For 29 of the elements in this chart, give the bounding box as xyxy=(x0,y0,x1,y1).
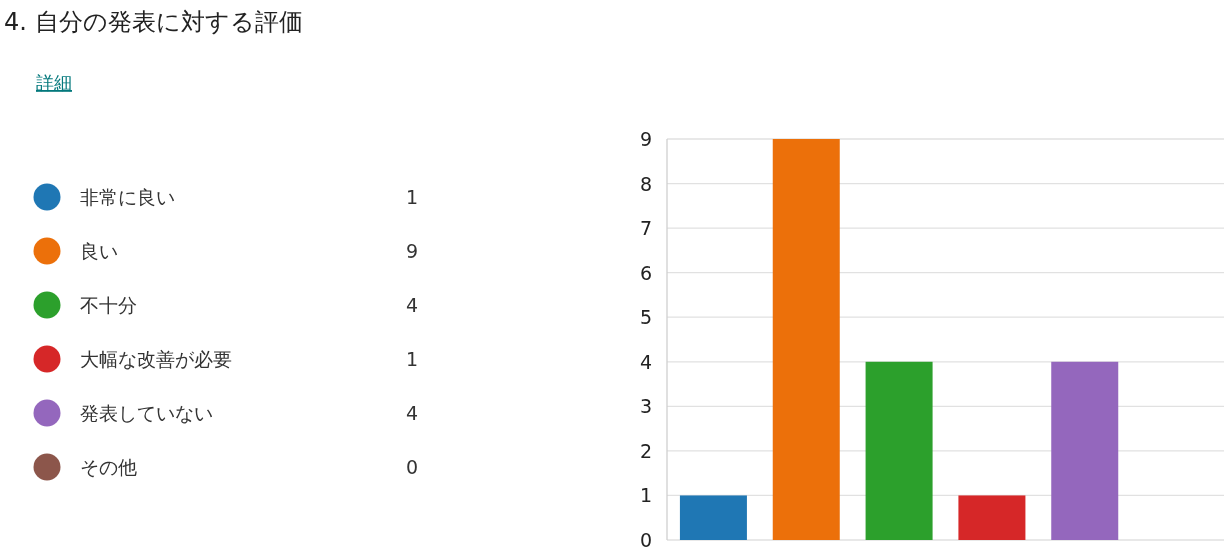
y-tick-label: 2 xyxy=(639,439,653,462)
data-label: 1 xyxy=(405,348,419,370)
y-tick-label: 4 xyxy=(639,350,653,373)
bar xyxy=(865,361,933,540)
category-label: 良い xyxy=(80,240,118,262)
bar xyxy=(958,495,1026,540)
y-tick-label: 5 xyxy=(639,306,653,329)
data-label: 1 xyxy=(405,186,419,208)
data-label: 9 xyxy=(405,240,419,262)
y-tick-label: 9 xyxy=(639,128,653,150)
text: 詳細 xyxy=(36,72,72,93)
data-label: 0 xyxy=(405,456,419,478)
bar xyxy=(772,139,840,540)
y-tick-label: 6 xyxy=(639,261,653,284)
category-label: 大幅な改善が必要 xyxy=(80,348,232,370)
y-tick-label: 8 xyxy=(639,172,653,195)
text: 4. 自分の発表に対する評価 xyxy=(4,8,303,36)
category-label: 非常に良い xyxy=(80,186,175,208)
y-tick-label: 3 xyxy=(639,395,653,418)
data-label: 4 xyxy=(405,402,419,424)
data-label: 4 xyxy=(405,294,419,316)
y-tick-label: 7 xyxy=(639,217,653,240)
y-tick-label: 1 xyxy=(639,484,653,507)
category-label: 不十分 xyxy=(80,294,137,316)
y-tick-label: 0 xyxy=(639,529,653,551)
category-label: 発表していない xyxy=(80,402,213,424)
bar xyxy=(679,495,747,540)
category-label: その他 xyxy=(80,456,137,478)
bar xyxy=(1051,361,1119,540)
